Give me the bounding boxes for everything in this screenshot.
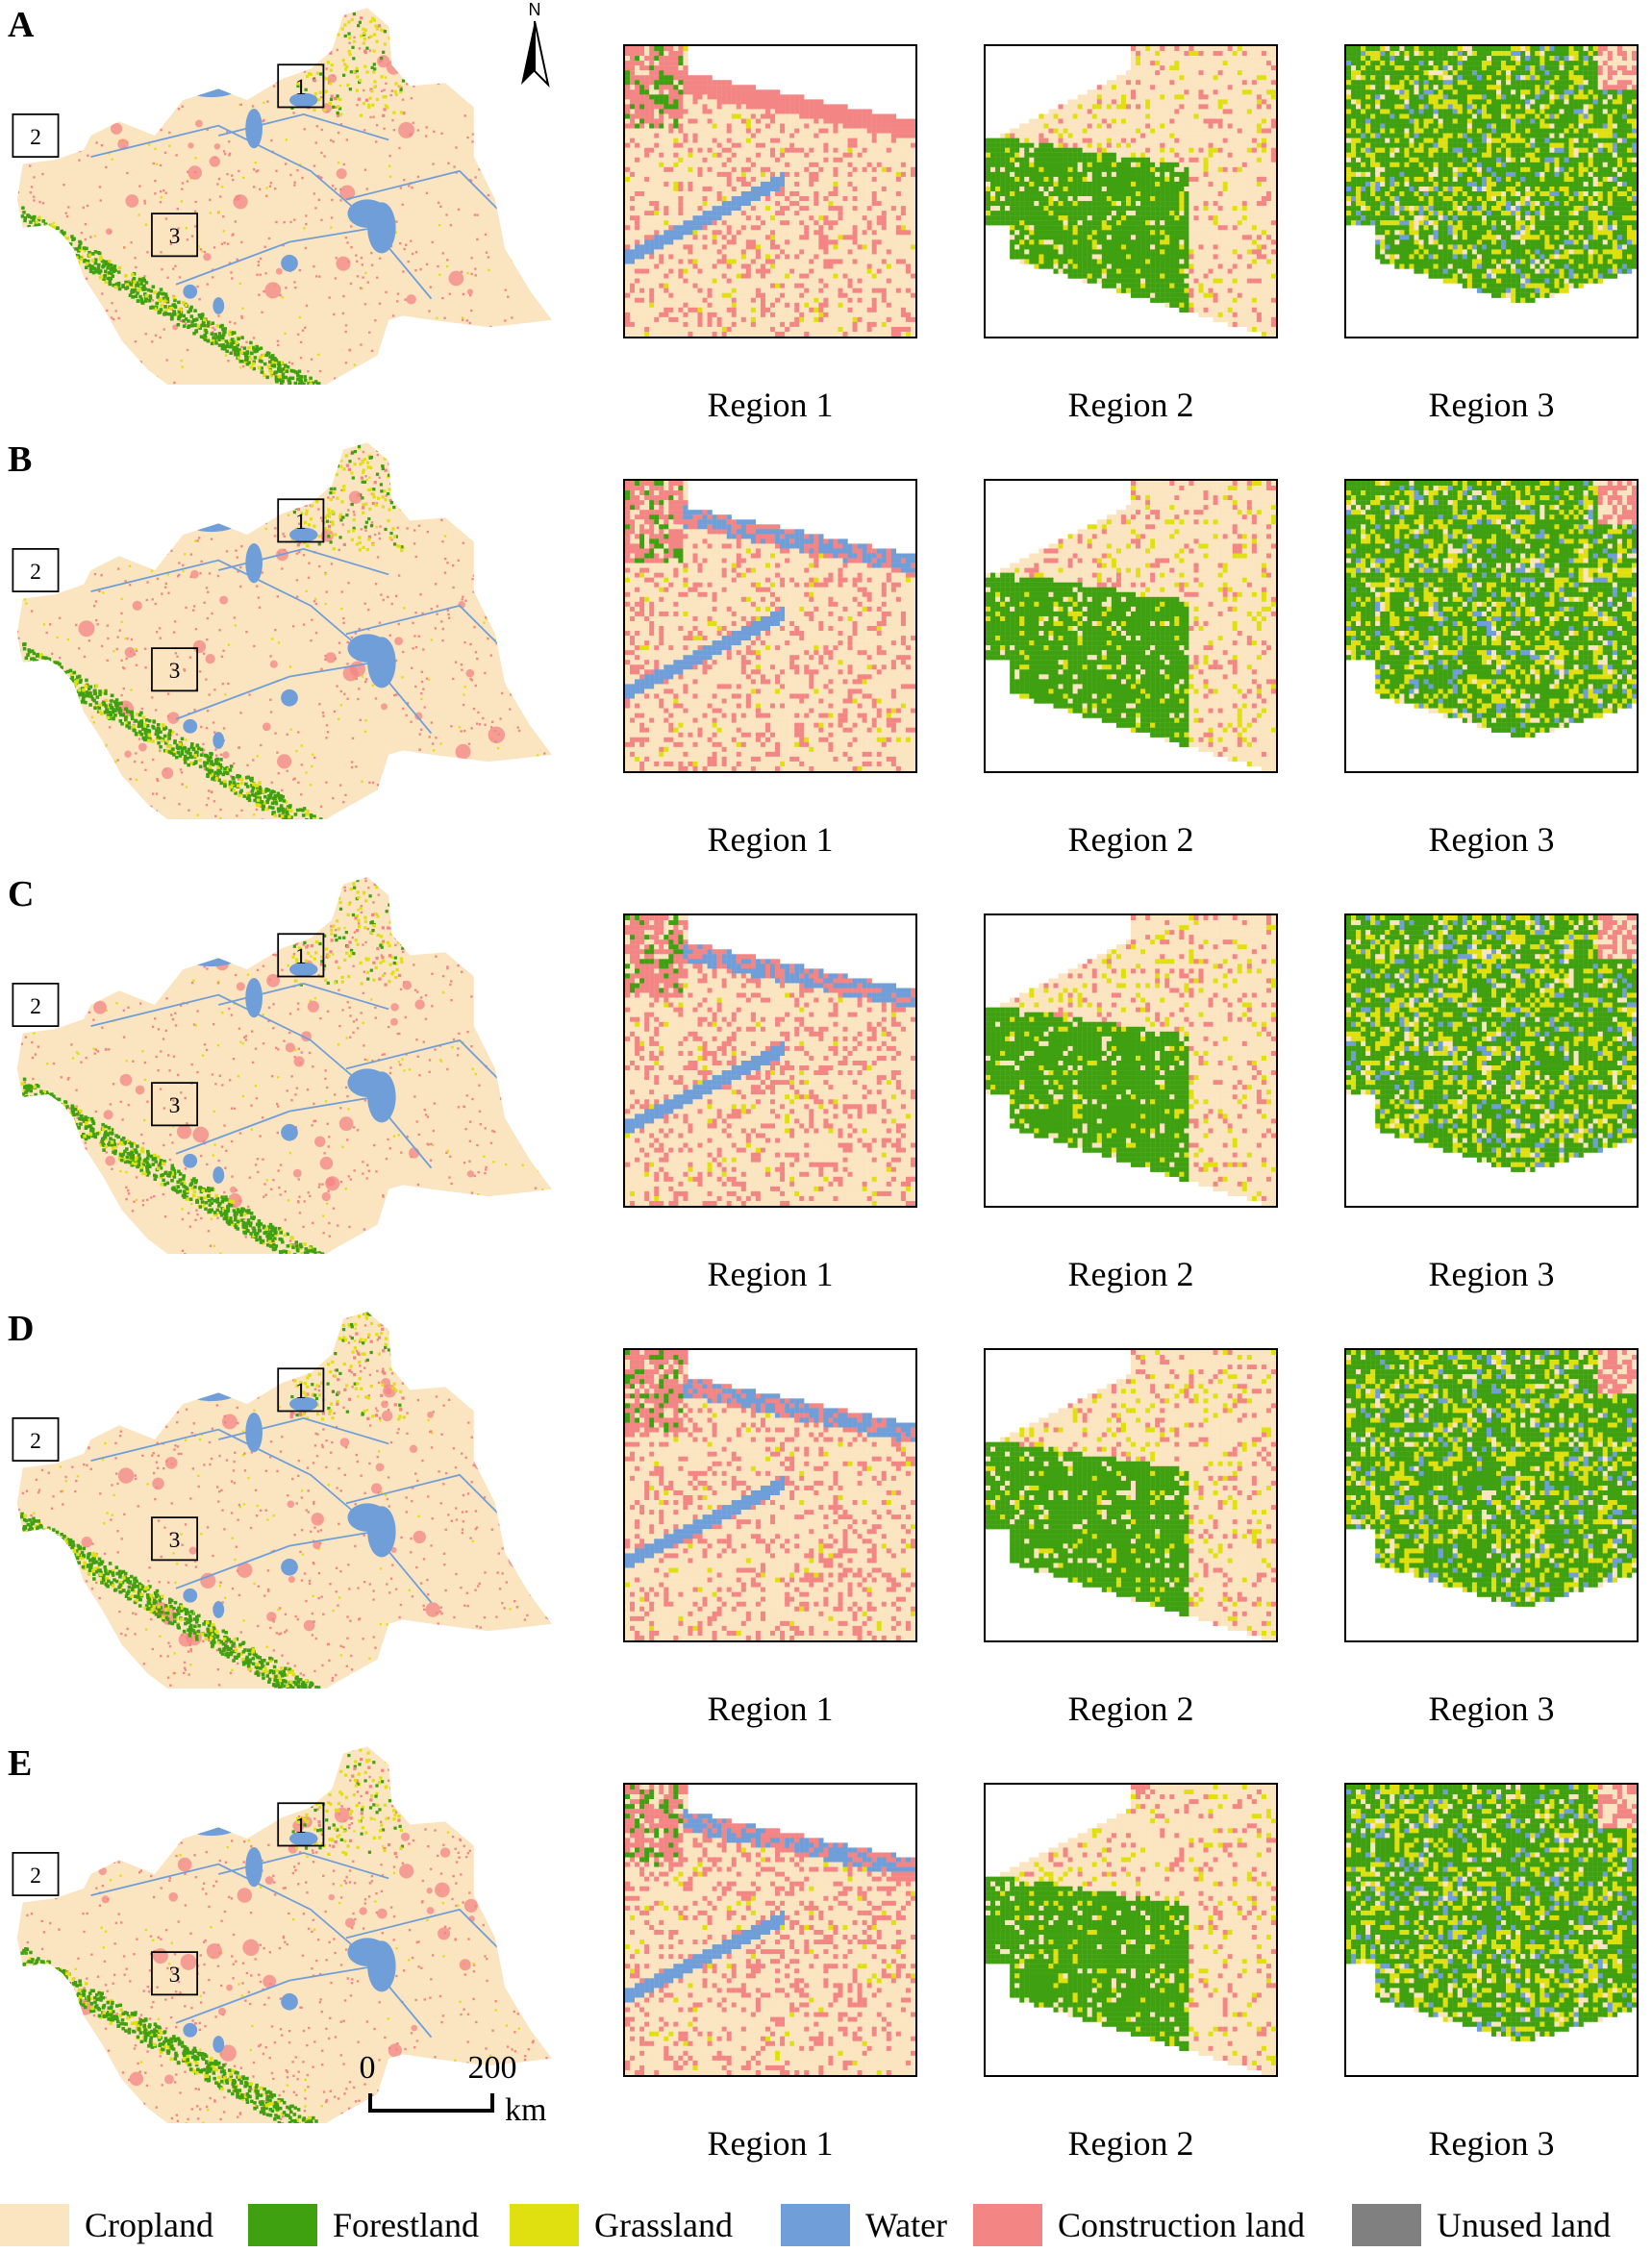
region-box-label: 1: [295, 1814, 307, 1839]
region-label: Region 1: [616, 2123, 924, 2164]
region-label: Region 1: [616, 1254, 924, 1294]
region-label: Region 2: [977, 819, 1285, 860]
region-box-label: 1: [295, 1379, 307, 1404]
region-label: Region 1: [616, 385, 924, 425]
panel-letter: C: [8, 873, 34, 915]
legend-swatch: [781, 2204, 850, 2246]
legend-swatch: [0, 2204, 69, 2246]
legend-label: Grassland: [594, 2205, 733, 2245]
legend-label: Cropland: [85, 2205, 213, 2245]
region-label: Region 1: [616, 819, 924, 860]
inset-region-1: [623, 1348, 917, 1642]
region-box-3: [151, 1951, 199, 1996]
legend-label: Construction land: [1058, 2205, 1305, 2245]
legend-label: Forestland: [333, 2205, 479, 2245]
legend-item: Construction land: [973, 2202, 1305, 2248]
region-box-label: 1: [295, 75, 307, 100]
legend-swatch: [510, 2204, 579, 2246]
scale-end: 200: [468, 2050, 517, 2086]
inset-region-1: [623, 913, 917, 1208]
region-box-1: [277, 933, 325, 978]
region-box-label: 2: [30, 994, 41, 1019]
region-box-label: 3: [169, 1528, 181, 1553]
region-label: Region 3: [1338, 385, 1645, 425]
north-label: N: [529, 0, 541, 19]
region-box-1: [277, 1802, 325, 1847]
inset-region-3: [1344, 1348, 1639, 1642]
inset-region-1: [623, 479, 917, 773]
region-box-label: 3: [169, 1093, 181, 1118]
inset-region-1: [623, 44, 917, 338]
region-box-label: 3: [169, 659, 181, 684]
scale-start: 0: [360, 2050, 376, 2086]
panel-letter: A: [8, 4, 34, 46]
region-box-3: [151, 213, 199, 258]
overview-map: 1 2 3: [6, 1739, 573, 2123]
inset-region-3: [1344, 44, 1639, 338]
overview-map: 1 2 3: [6, 1304, 573, 1689]
region-box-label: 2: [30, 1864, 41, 1889]
legend-item: Grassland: [510, 2202, 733, 2248]
region-label: Region 2: [977, 2123, 1285, 2164]
inset-region-2: [984, 1783, 1278, 2077]
legend-item: Forestland: [248, 2202, 479, 2248]
inset-region-3: [1344, 913, 1639, 1208]
inset-region-3: [1344, 479, 1639, 773]
region-label: Region 3: [1338, 1689, 1645, 1729]
inset-region-2: [984, 479, 1278, 773]
region-label: Region 2: [977, 1254, 1285, 1294]
legend-swatch: [973, 2204, 1042, 2246]
region-box-label: 1: [295, 944, 307, 969]
north-arrow: N: [515, 0, 554, 91]
region-label: Region 2: [977, 1689, 1285, 1729]
region-box-label: 2: [30, 560, 41, 585]
panel-letter: B: [8, 438, 32, 481]
region-box-label: 1: [295, 510, 307, 535]
region-box-3: [151, 1082, 199, 1127]
legend-label: Unused land: [1437, 2205, 1611, 2245]
legend-label: Water: [865, 2205, 947, 2245]
panel-letter: E: [8, 1742, 32, 1785]
region-box-1: [277, 63, 325, 109]
inset-region-2: [984, 1348, 1278, 1642]
region-box-2: [12, 113, 60, 159]
legend-swatch: [248, 2204, 317, 2246]
legend-item: Cropland: [0, 2202, 213, 2248]
region-box-3: [151, 1516, 199, 1562]
legend-item: Water: [781, 2202, 947, 2248]
region-box-2: [12, 547, 60, 593]
region-label: Region 3: [1338, 1254, 1645, 1294]
panel-letter: D: [8, 1308, 34, 1350]
region-box-label: 3: [169, 224, 181, 249]
region-label: Region 2: [977, 385, 1285, 425]
region-label: Region 3: [1338, 819, 1645, 860]
inset-region-2: [984, 44, 1278, 338]
region-box-2: [12, 1851, 60, 1897]
region-box-1: [277, 498, 325, 543]
legend-swatch: [1352, 2204, 1421, 2246]
scale-unit: km: [505, 2092, 546, 2125]
overview-map: 1 2 3: [6, 0, 573, 385]
region-box-label: 2: [30, 125, 41, 150]
region-box-1: [277, 1367, 325, 1413]
inset-region-1: [623, 1783, 917, 2077]
region-label: Region 3: [1338, 2123, 1645, 2164]
region-box-2: [12, 1416, 60, 1463]
overview-map: 1 2 3: [6, 869, 573, 1254]
scale-bar: 0 200 km: [346, 2043, 577, 2128]
region-box-label: 2: [30, 1429, 41, 1454]
region-box-2: [12, 982, 60, 1028]
region-box-label: 3: [169, 1963, 181, 1988]
region-label: Region 1: [616, 1689, 924, 1729]
overview-map: 1 2 3: [6, 435, 573, 819]
inset-region-2: [984, 913, 1278, 1208]
legend: Cropland Forestland Grassland Water Construc…: [0, 2202, 1652, 2248]
inset-region-3: [1344, 1783, 1639, 2077]
region-box-3: [151, 647, 199, 692]
legend-item: Unused land: [1352, 2202, 1611, 2248]
